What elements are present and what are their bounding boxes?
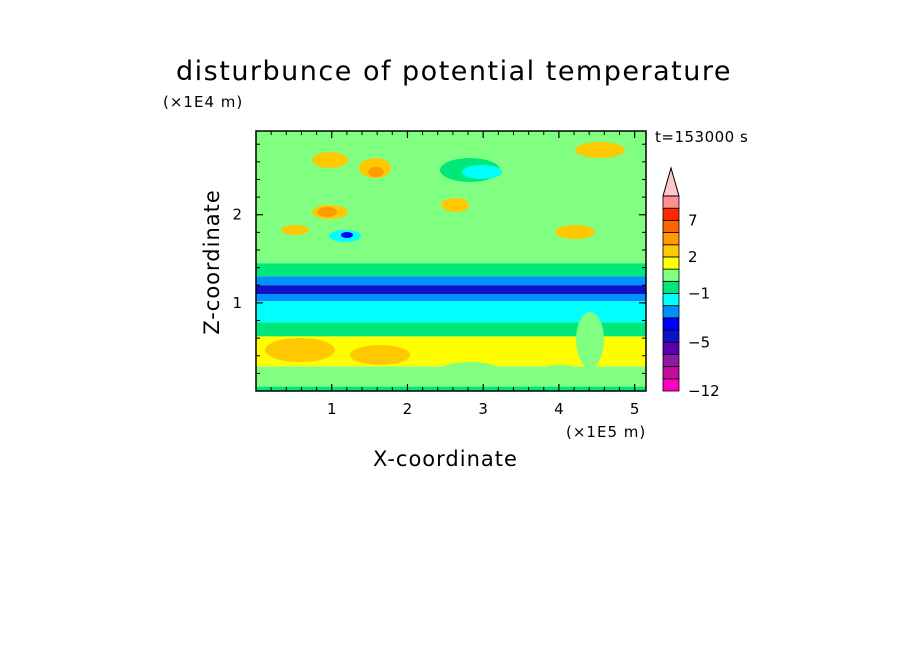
contour-band xyxy=(256,263,646,277)
contour-feature xyxy=(576,312,604,368)
colorbar-segment xyxy=(662,293,680,307)
y-tick-label: 2 xyxy=(232,206,242,224)
colorbar-segment xyxy=(662,256,680,270)
x-tick-label: 5 xyxy=(630,400,640,418)
x-axis: 1 2 3 4 5 xyxy=(270,131,640,418)
contour-feature xyxy=(466,216,494,228)
contour-feature xyxy=(368,167,384,177)
contour-feature xyxy=(400,152,440,168)
contour-feature xyxy=(265,338,335,362)
x-tick-label: 3 xyxy=(478,400,488,418)
contour-feature xyxy=(312,152,348,168)
contour-feature xyxy=(605,200,635,220)
colorbar-tick-label: 2 xyxy=(688,248,698,266)
contour-feature xyxy=(341,232,353,238)
contour-feature xyxy=(462,165,502,179)
contour-band xyxy=(256,285,646,295)
colorbar-segment xyxy=(662,341,680,355)
contour-feature xyxy=(350,345,410,365)
colorbar-extend-arrow xyxy=(662,166,680,197)
x-tick-label: 4 xyxy=(554,400,564,418)
colorbar-segment xyxy=(662,354,680,368)
contour-band xyxy=(256,301,646,323)
x-axis-label: X-coordinate xyxy=(373,447,518,471)
x-axis-unit: (×1E5 m) xyxy=(566,423,647,441)
contour-feature xyxy=(440,362,500,378)
contour-feature xyxy=(317,207,337,217)
colorbar-segment xyxy=(662,244,680,258)
contour-feature xyxy=(382,199,418,211)
contour-feature xyxy=(545,176,565,204)
plot-field xyxy=(256,131,646,391)
contour-feature xyxy=(441,198,469,212)
plot-frame xyxy=(255,130,647,392)
contour-feature xyxy=(530,365,590,385)
contour-feature xyxy=(502,205,538,225)
contour-band xyxy=(256,322,646,337)
colorbar-segment xyxy=(662,366,680,380)
contour-band xyxy=(256,386,646,391)
colorbar-segment xyxy=(662,280,680,294)
colorbar-segment xyxy=(662,232,680,246)
contour-feature xyxy=(575,142,625,158)
colorbar-segment xyxy=(662,207,680,221)
colorbar-tick-label: −12 xyxy=(688,382,720,400)
colorbar-segment xyxy=(662,195,680,209)
contour-band xyxy=(256,294,646,302)
colorbar-tick-label: −5 xyxy=(688,333,710,351)
contour-feature xyxy=(555,225,595,239)
colorbar-segment xyxy=(662,268,680,282)
contour-band xyxy=(256,276,646,286)
chart-title: disturbunce of potential temperature xyxy=(176,56,732,87)
colorbar-segment xyxy=(662,378,680,392)
colorbar-segment xyxy=(662,317,680,331)
colorbar-segment xyxy=(662,219,680,233)
colorbar-tick-label: −1 xyxy=(688,285,710,303)
colorbar-tick-label: 7 xyxy=(688,211,698,229)
z-axis-unit: (×1E4 m) xyxy=(163,93,244,111)
time-label: t=153000 s xyxy=(655,128,749,146)
contour-feature xyxy=(281,225,309,235)
contour-feature xyxy=(285,183,325,193)
x-tick-label: 1 xyxy=(327,400,337,418)
colorbar-segment xyxy=(662,329,680,343)
colorbar-segment xyxy=(662,305,680,319)
contour-feature xyxy=(268,139,312,151)
x-tick-label: 2 xyxy=(403,400,413,418)
y-tick-label: 1 xyxy=(232,294,242,312)
contour-feature xyxy=(315,192,355,208)
y-axis: 12 xyxy=(232,143,646,374)
colorbar: 7 2 −1 −5 −12 xyxy=(662,166,720,400)
